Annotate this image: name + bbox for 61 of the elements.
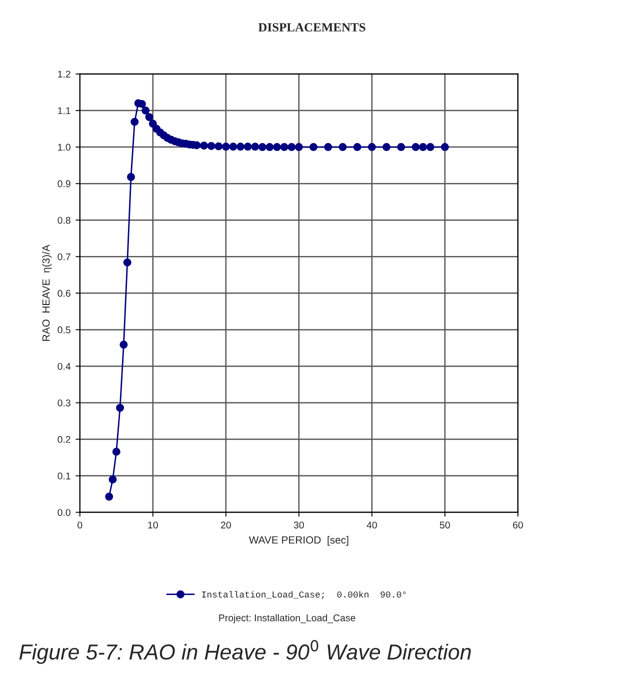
point <box>273 143 281 152</box>
y-tick-label: 0.1 <box>58 472 70 480</box>
point <box>130 118 139 126</box>
point <box>142 106 150 115</box>
y-tick-label: 0.6 <box>58 290 70 297</box>
y-tick-label: 0.9 <box>58 180 70 188</box>
y-tick-label: 0.7 <box>58 253 70 260</box>
point <box>266 143 274 152</box>
x-axis-title: WAVE PERIOD [sec] <box>248 536 348 546</box>
point <box>222 142 230 151</box>
y-tick-label: 0.2 <box>58 436 70 443</box>
x-tick-label: 20 <box>220 522 231 528</box>
point <box>123 258 132 266</box>
chart-title: DISPLACEMENTS <box>258 23 366 32</box>
point <box>229 142 238 151</box>
x-tick-label: 30 <box>294 522 304 528</box>
point <box>116 404 124 412</box>
y-tick-label: 0.4 <box>58 362 71 370</box>
x-tick-label: 50 <box>440 522 450 528</box>
y-tick-label: 1.2 <box>58 70 70 78</box>
point <box>207 142 216 150</box>
point <box>258 143 266 152</box>
y-tick-label: 0.3 <box>58 399 70 406</box>
point <box>112 448 120 456</box>
point <box>251 142 260 151</box>
point <box>397 143 406 152</box>
point <box>412 143 420 152</box>
y-axis-title: RAO HEAVE η(3)/A <box>42 244 52 341</box>
x-tick-label: 40 <box>366 522 377 528</box>
y-tick-label: 0.0 <box>58 509 70 516</box>
caption: Figure 5-7: RAO in Heave - 90$^{0}$ Wave Direction <box>19 640 471 664</box>
point <box>324 143 332 152</box>
point <box>126 173 135 181</box>
y-tick-label: 1.0 <box>58 144 70 151</box>
point <box>244 142 252 151</box>
point <box>214 142 223 150</box>
point <box>368 143 376 152</box>
point <box>419 143 427 152</box>
y-tick-label: 0.8 <box>58 216 70 224</box>
point <box>353 143 362 152</box>
y-tick-label: 1.1 <box>58 107 70 114</box>
point <box>236 142 244 151</box>
x-tick-label: 0 <box>78 522 82 528</box>
point <box>145 113 154 122</box>
point <box>288 143 296 152</box>
x-tick-label: 10 <box>148 522 158 528</box>
x-tick-label: 60 <box>513 522 523 528</box>
point <box>426 143 434 152</box>
point <box>280 143 288 152</box>
point <box>105 492 114 501</box>
point <box>108 475 117 484</box>
point <box>310 143 318 152</box>
legend-label: Installation_Load_Case; 0.00kn 90.0° <box>202 590 406 600</box>
point <box>382 143 390 152</box>
point <box>440 143 449 152</box>
point <box>200 142 208 150</box>
point <box>338 143 347 152</box>
y-tick-label: 0.5 <box>58 326 70 334</box>
point <box>294 143 303 152</box>
text: Project: Installation_Load_Case <box>219 614 356 624</box>
point <box>120 340 128 349</box>
